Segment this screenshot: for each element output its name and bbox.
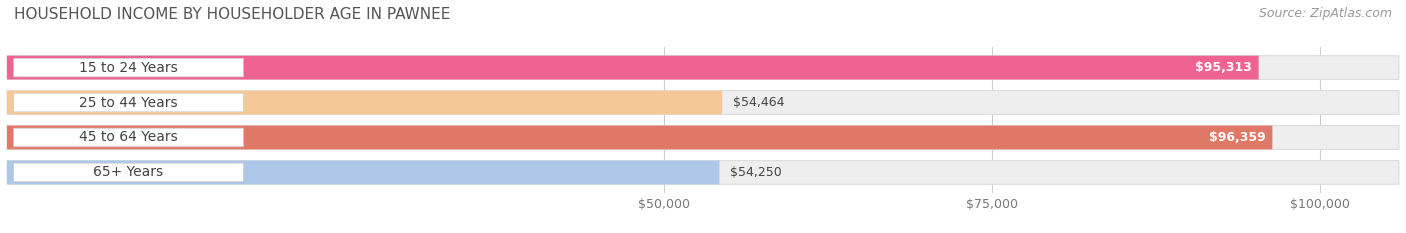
FancyBboxPatch shape xyxy=(7,126,1399,149)
FancyBboxPatch shape xyxy=(7,56,1399,79)
Text: 15 to 24 Years: 15 to 24 Years xyxy=(79,61,179,75)
FancyBboxPatch shape xyxy=(14,128,243,147)
FancyBboxPatch shape xyxy=(14,58,243,77)
Text: 25 to 44 Years: 25 to 44 Years xyxy=(79,96,177,110)
Text: 45 to 64 Years: 45 to 64 Years xyxy=(79,130,179,144)
FancyBboxPatch shape xyxy=(14,163,243,182)
FancyBboxPatch shape xyxy=(7,56,1258,79)
FancyBboxPatch shape xyxy=(7,126,1272,149)
Text: $96,359: $96,359 xyxy=(1209,131,1265,144)
Text: Source: ZipAtlas.com: Source: ZipAtlas.com xyxy=(1258,7,1392,20)
Text: HOUSEHOLD INCOME BY HOUSEHOLDER AGE IN PAWNEE: HOUSEHOLD INCOME BY HOUSEHOLDER AGE IN P… xyxy=(14,7,450,22)
FancyBboxPatch shape xyxy=(7,161,720,184)
Text: 65+ Years: 65+ Years xyxy=(93,165,163,179)
Text: $54,250: $54,250 xyxy=(730,166,782,179)
Text: $54,464: $54,464 xyxy=(733,96,785,109)
FancyBboxPatch shape xyxy=(7,91,723,114)
FancyBboxPatch shape xyxy=(14,93,243,112)
FancyBboxPatch shape xyxy=(7,161,1399,184)
FancyBboxPatch shape xyxy=(7,91,1399,114)
Text: $95,313: $95,313 xyxy=(1195,61,1253,74)
